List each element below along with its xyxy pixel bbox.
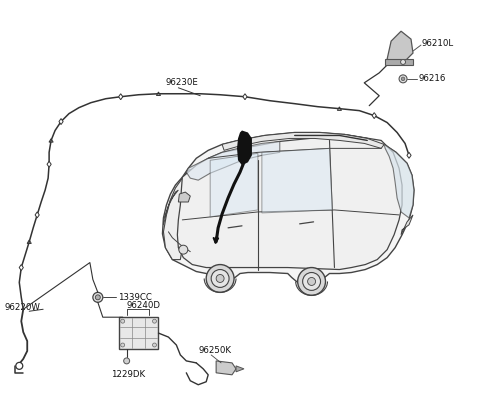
Circle shape [401,59,406,65]
Polygon shape [401,215,413,235]
Text: 1229DK: 1229DK [111,370,145,379]
Polygon shape [237,130,252,165]
Circle shape [93,292,103,302]
Circle shape [120,319,125,323]
Circle shape [16,362,23,369]
Circle shape [211,269,229,287]
Circle shape [120,343,125,347]
Polygon shape [407,152,411,158]
Polygon shape [164,160,222,260]
Polygon shape [372,113,376,119]
Polygon shape [387,31,413,63]
Polygon shape [35,212,39,218]
Polygon shape [59,119,63,124]
Circle shape [298,267,325,295]
Circle shape [96,295,100,300]
Circle shape [153,319,156,323]
Polygon shape [119,94,123,100]
Polygon shape [262,148,333,213]
Polygon shape [19,265,24,271]
Text: 96250K: 96250K [198,347,231,356]
Polygon shape [210,154,258,217]
Polygon shape [162,133,414,284]
Polygon shape [236,366,244,372]
Text: 96230E: 96230E [166,78,198,87]
Circle shape [216,274,224,282]
Circle shape [308,278,315,285]
Polygon shape [243,94,247,100]
Circle shape [399,75,407,83]
Circle shape [153,343,156,347]
Polygon shape [47,161,51,167]
Polygon shape [222,133,384,150]
Polygon shape [179,192,190,202]
Polygon shape [186,141,280,180]
Text: 1339CC: 1339CC [118,293,152,302]
Circle shape [124,358,130,364]
FancyBboxPatch shape [119,317,158,349]
Text: 96216: 96216 [419,74,446,83]
Polygon shape [164,190,179,225]
Text: 96220W: 96220W [4,303,40,312]
Circle shape [401,77,405,81]
Text: 96240D: 96240D [127,301,161,310]
Circle shape [179,245,188,254]
Polygon shape [216,361,236,375]
Circle shape [206,265,234,292]
Polygon shape [384,144,414,218]
Text: 96210L: 96210L [422,39,454,48]
Polygon shape [385,59,413,65]
Circle shape [302,273,321,290]
Polygon shape [178,135,402,269]
